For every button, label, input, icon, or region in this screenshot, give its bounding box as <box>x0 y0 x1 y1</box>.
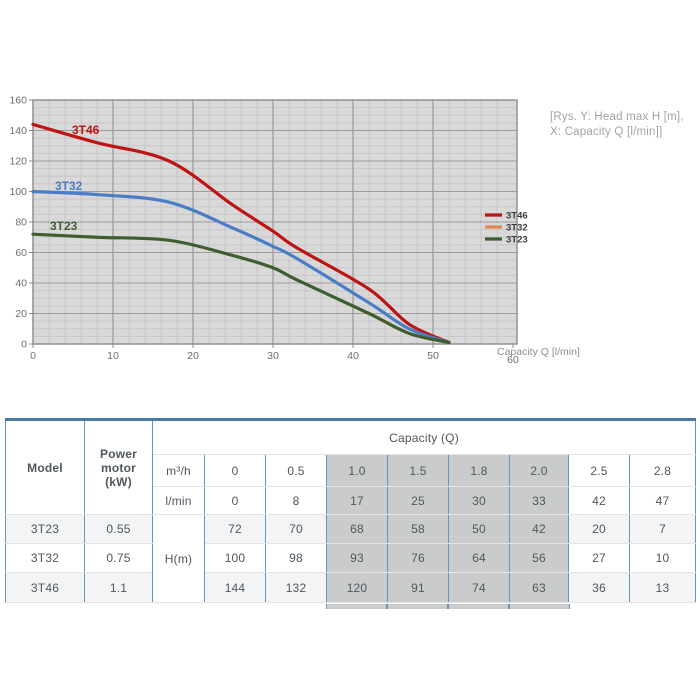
power-cell: 0.55 <box>84 514 153 544</box>
shaded-column-tail <box>448 604 509 609</box>
model-cell: 3T23 <box>5 514 85 544</box>
table-row-m3h: m³/h 0 0.5 1.0 1.5 1.8 2.0 2.5 2.8 <box>6 454 697 487</box>
y-tick-label: 140 <box>9 125 27 137</box>
header-model: Model <box>5 419 85 515</box>
header-m3h: m³/h <box>152 454 205 487</box>
y-tick-label: 60 <box>15 247 27 259</box>
x-tick-label: 50 <box>427 350 439 362</box>
curve-label-3T23: 3T23 <box>50 219 78 233</box>
y-tick-label: 160 <box>9 95 27 107</box>
x-tick-label: 30 <box>267 350 279 362</box>
lmin-value: 30 <box>448 486 510 515</box>
table-row-capacity-header: Model Power motor (kW) Capacity (Q) <box>5 419 697 515</box>
head-value: 20 <box>568 514 630 544</box>
m3h-value: 2.8 <box>628 454 697 487</box>
head-value: 132 <box>265 572 327 603</box>
capacity-table: Model Power motor (kW) Capacity (Q) m³/h… <box>5 418 697 603</box>
head-value: 120 <box>326 572 388 603</box>
head-value: 50 <box>448 514 510 544</box>
power-cell: 1.1 <box>84 572 153 603</box>
x-axis-title: Capacity Q [l/min] <box>497 346 580 358</box>
head-value: 36 <box>568 572 630 603</box>
pump-curves-chart: 0 20 40 60 80 100 120 140 160 0 10 20 30 40 50 60 Capaci… <box>9 95 700 367</box>
lmin-value: 0 <box>204 486 266 515</box>
head-value: 42 <box>509 514 569 544</box>
x-tick-label: 10 <box>107 350 119 362</box>
x-tick-label: 20 <box>187 350 199 362</box>
power-cell: 0.75 <box>84 543 153 573</box>
head-value: 58 <box>387 514 449 544</box>
legend-label-3T32: 3T32 <box>506 223 528 234</box>
head-value: 72 <box>204 514 266 544</box>
curve-3T32 <box>31 189 451 345</box>
y-tick-label: 40 <box>15 278 27 290</box>
m3h-value: 1.8 <box>448 454 510 487</box>
axis-annotation-line1: [Rys. Y: Head max H [m], <box>550 111 684 123</box>
m3h-value: 0.5 <box>265 454 327 487</box>
head-value: 93 <box>326 543 388 573</box>
m3h-value: 2.5 <box>568 454 630 487</box>
lmin-value: 33 <box>509 486 569 515</box>
legend-label-3T46: 3T46 <box>506 211 528 222</box>
head-value: 27 <box>568 543 630 573</box>
header-power-motor: Power motor (kW) <box>84 419 153 515</box>
head-value: 64 <box>448 543 510 573</box>
lmin-value: 8 <box>265 486 327 515</box>
head-value: 91 <box>387 572 449 603</box>
shaded-column-tail <box>387 604 448 609</box>
legend-label-3T23: 3T23 <box>506 235 528 246</box>
header-lmin: l/min <box>152 486 205 515</box>
lmin-value: 42 <box>568 486 630 515</box>
y-tick-label: 0 <box>21 339 27 351</box>
table-row-lmin: l/min 0 8 17 25 30 33 42 47 <box>6 486 697 515</box>
y-tick-label: 120 <box>9 156 27 168</box>
y-tick-label: 100 <box>9 186 27 198</box>
head-value: 7 <box>628 514 697 544</box>
head-value: 63 <box>509 572 569 603</box>
header-capacity-q: Capacity (Q) <box>151 419 697 455</box>
y-tick-label: 20 <box>15 308 27 320</box>
head-value: 56 <box>509 543 569 573</box>
m3h-value: 2.0 <box>509 454 569 487</box>
shaded-column-tail <box>509 604 570 609</box>
head-value: 144 <box>204 572 266 603</box>
head-value: 70 <box>265 514 327 544</box>
table-row-3t32: 3T32 0.75 100 98 93 76 64 56 27 10 <box>5 543 697 573</box>
curve-label-3T32: 3T32 <box>55 179 83 193</box>
lmin-value: 25 <box>387 486 449 515</box>
x-tick-label: 40 <box>347 350 359 362</box>
model-cell: 3T46 <box>5 572 85 603</box>
m3h-value: 1.5 <box>387 454 449 487</box>
x-tick-label: 60 <box>507 354 519 366</box>
table-row-3t46: 3T46 1.1 144 132 120 91 74 63 36 13 <box>5 572 697 603</box>
model-cell: 3T32 <box>5 543 85 573</box>
head-value: 13 <box>628 572 697 603</box>
table-row-3t23: 3T23 0.55 H(m) 72 70 68 58 50 42 20 7 <box>5 514 697 603</box>
head-value: 68 <box>326 514 388 544</box>
head-value: 98 <box>265 543 327 573</box>
head-value: 10 <box>628 543 697 573</box>
curve-3T23 <box>31 232 451 345</box>
header-hm: H(m) <box>152 514 205 603</box>
m3h-value: 1.0 <box>326 454 388 487</box>
shaded-column-tail <box>326 604 387 609</box>
m3h-value: 0 <box>204 454 266 487</box>
curve-label-3T46: 3T46 <box>72 123 100 137</box>
curve-3T46 <box>31 122 451 345</box>
head-value: 100 <box>204 543 266 573</box>
lmin-value: 47 <box>628 486 697 515</box>
head-value: 74 <box>448 572 510 603</box>
x-tick-label: 0 <box>30 350 36 362</box>
lmin-value: 17 <box>326 486 388 515</box>
axis-annotation-line2: X: Capacity Q [l/min]] <box>550 125 663 138</box>
axis-annotation: [Rys. Y: Head max H [m], X: Capacity Q [… <box>550 110 700 140</box>
pump-table-section: Model Power motor (kW) Capacity (Q) m³/h… <box>5 418 697 609</box>
y-tick-label: 80 <box>15 217 27 229</box>
head-value: 76 <box>387 543 449 573</box>
